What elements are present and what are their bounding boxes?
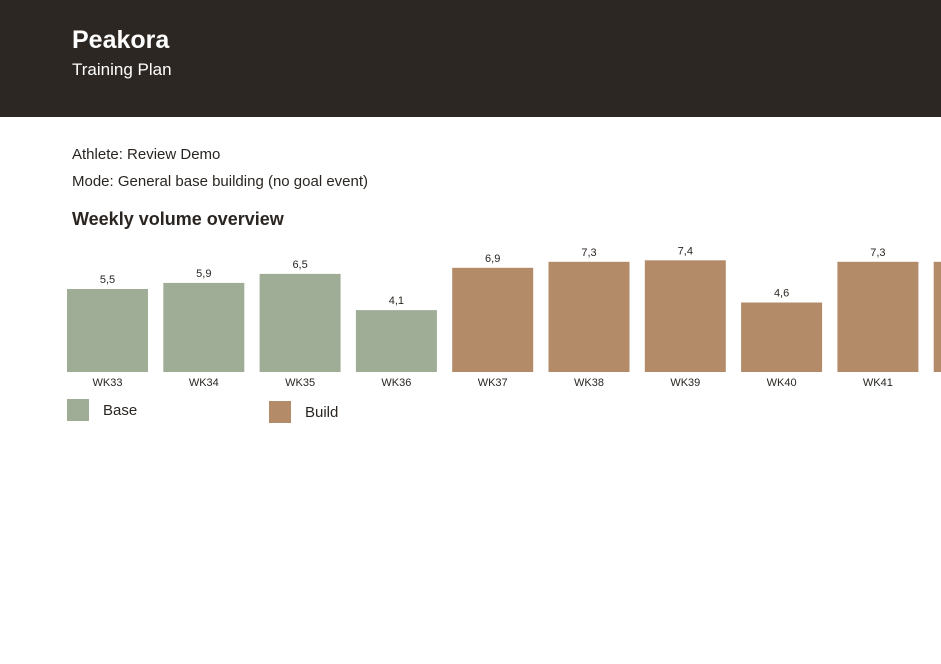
bar-value-label: 4,6 [774, 288, 789, 300]
page-subtitle: Training Plan [72, 60, 172, 79]
category-label: WK34 [189, 377, 219, 389]
bar-value-label: 5,9 [196, 268, 211, 280]
category-label: WK41 [863, 377, 893, 389]
bar-wk36 [355, 310, 437, 372]
category-label: WK38 [574, 377, 604, 389]
category-label: WK36 [381, 377, 411, 389]
bar-value-label: 5,5 [100, 274, 115, 286]
legend-swatch-base [67, 399, 89, 421]
bar-value-label: 6,5 [292, 259, 307, 271]
category-label: WK39 [670, 377, 700, 389]
category-label: WK33 [93, 377, 123, 389]
bar-wk42 [933, 261, 941, 372]
bar-value-label: 7,3 [870, 247, 885, 259]
weekly-volume-chart: 5,5 WK33 5,9 WK34 6,5 WK35 4,1 WK36 6,9 WK37 7,3 WK… [0, 236, 941, 432]
bar-value-label: 6,9 [485, 253, 500, 265]
bar-wk34 [163, 282, 245, 372]
section-title: Weekly volume overview [72, 209, 284, 229]
bar-value-label: 4,1 [389, 295, 404, 307]
athlete-info: Athlete: Review Demo [72, 146, 221, 163]
mode-info: Mode: General base building (no goal eve… [72, 173, 369, 190]
legend-swatch-build [269, 401, 291, 423]
brand-name: Peakora [72, 26, 170, 54]
app-header: Peakora Training Plan [0, 0, 941, 117]
bar-wk40 [741, 302, 823, 372]
bar-wk33 [67, 289, 148, 372]
category-label: WK37 [478, 377, 508, 389]
category-label: WK40 [767, 377, 797, 389]
bar-value-label: 7,3 [581, 247, 596, 259]
legend-label-build: Build [305, 404, 338, 421]
legend-label-base: Base [103, 402, 137, 419]
category-label: WK35 [285, 377, 315, 389]
bar-wk39 [644, 260, 726, 372]
bar-wk37 [452, 267, 534, 372]
bar-value-label: 7,4 [678, 245, 693, 257]
chart-canvas: 5,5 WK33 5,9 WK34 6,5 WK35 4,1 WK36 6,9 WK37 7,3 WK… [67, 245, 941, 423]
bar-wk41 [837, 261, 919, 372]
bar-wk35 [259, 273, 341, 372]
bar-wk38 [548, 261, 630, 372]
